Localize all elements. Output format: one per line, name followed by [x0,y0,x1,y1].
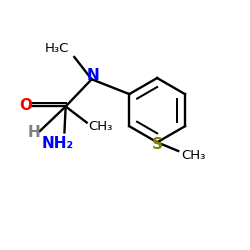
Text: NH₂: NH₂ [42,136,74,151]
Text: CH₃: CH₃ [181,150,205,162]
Text: H₃C: H₃C [45,42,69,55]
Text: H: H [27,125,40,140]
Text: S: S [152,137,163,152]
Text: N: N [87,68,100,82]
Text: CH₃: CH₃ [88,120,112,133]
Text: O: O [20,98,32,113]
